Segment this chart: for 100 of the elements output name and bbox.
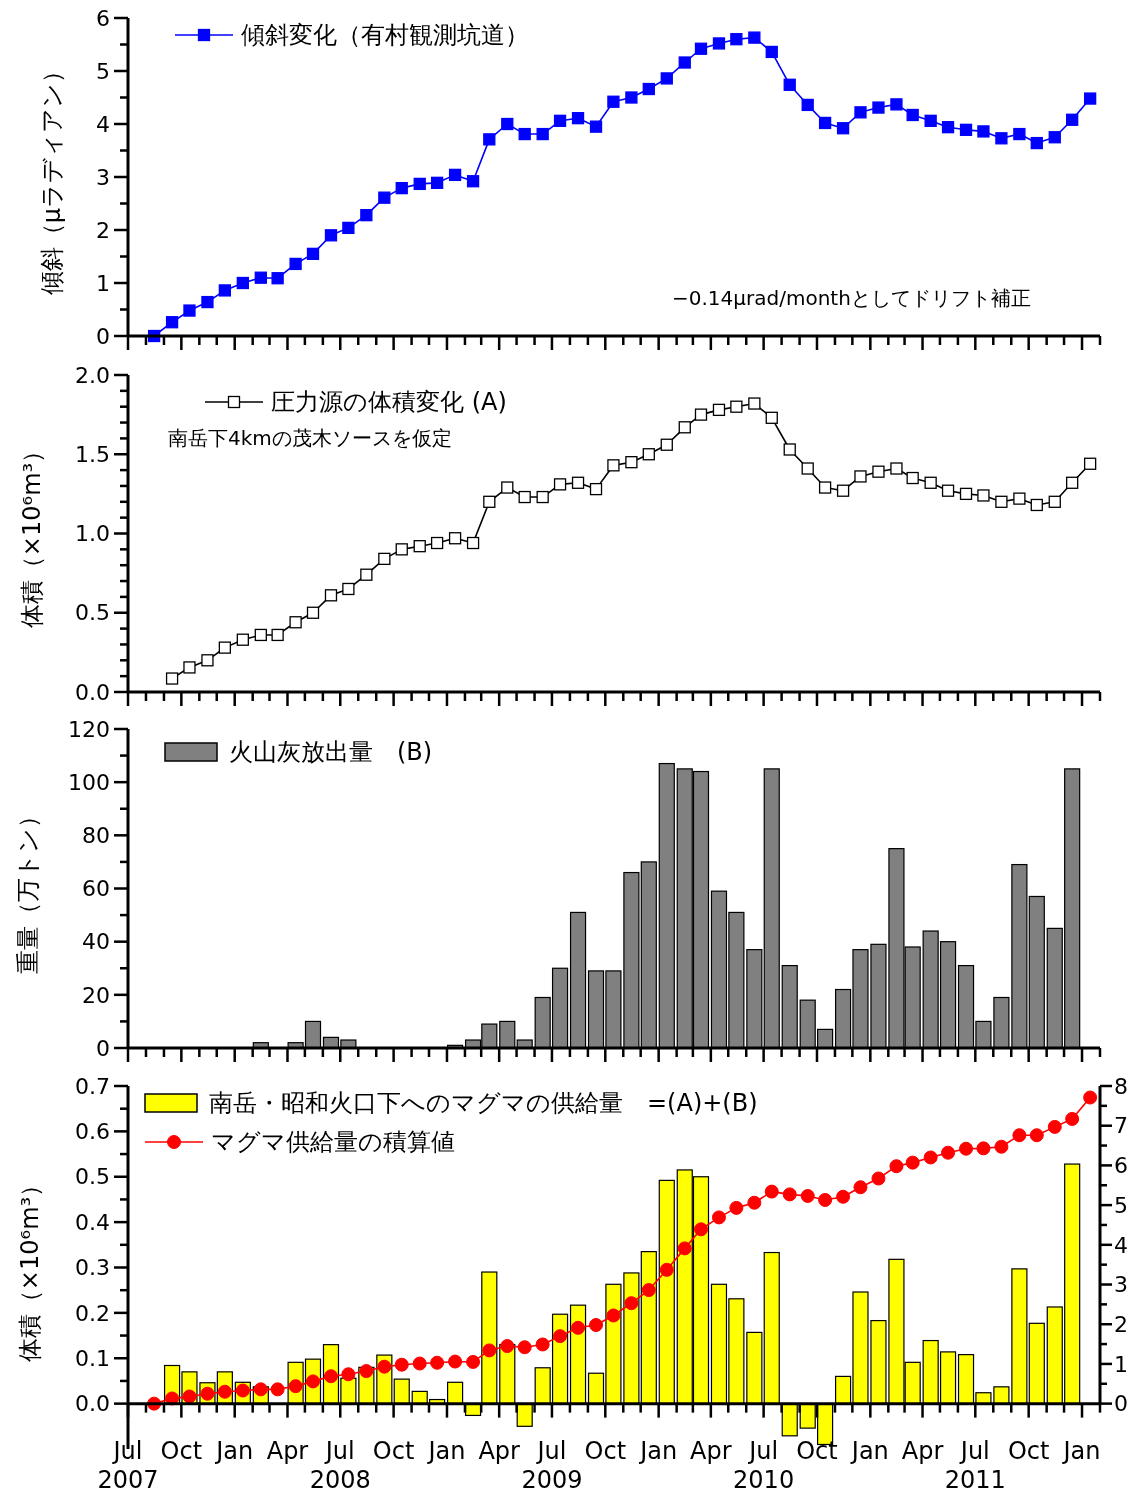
- point: [466, 1354, 481, 1369]
- point: [995, 495, 1008, 508]
- point: [748, 397, 761, 410]
- point: [1048, 495, 1061, 508]
- point: [182, 1389, 197, 1404]
- y-tick-label: 0.5: [75, 1164, 110, 1190]
- x-tick-label: Jan: [638, 1436, 678, 1465]
- point: [872, 101, 885, 114]
- point: [941, 1145, 956, 1160]
- x-tick-label: Oct: [372, 1436, 415, 1465]
- y-tick-label: 40: [82, 929, 110, 955]
- point: [482, 1343, 497, 1358]
- point: [360, 568, 373, 581]
- point: [324, 229, 338, 242]
- point: [501, 481, 514, 494]
- x-tick-label: Jul 2010: [733, 1436, 795, 1494]
- x-tick-label: Oct: [1007, 1436, 1050, 1465]
- y-axis-title: 傾斜（μラディアン）: [38, 58, 67, 296]
- point: [976, 1141, 991, 1156]
- point: [694, 42, 708, 55]
- point: [483, 495, 496, 508]
- point: [201, 654, 214, 667]
- y-tick-label: 0.5: [75, 600, 110, 626]
- point: [783, 78, 796, 91]
- x-tick-label: Jan: [426, 1436, 466, 1465]
- point: [1030, 136, 1043, 150]
- point: [271, 628, 284, 642]
- point: [378, 552, 391, 566]
- point: [924, 114, 937, 127]
- y-tick-label: 0.6: [75, 1119, 110, 1145]
- x-tick-label: Apr: [478, 1436, 521, 1465]
- point: [394, 1357, 409, 1372]
- x-tick-label: Oct: [160, 1436, 203, 1465]
- point: [324, 589, 338, 602]
- point: [906, 471, 919, 485]
- point: [606, 1308, 621, 1323]
- point: [218, 641, 231, 654]
- point: [501, 117, 514, 131]
- annotation: −0.14μrad/monthとしてドリフト補正: [672, 286, 1031, 310]
- point: [571, 1320, 586, 1335]
- point: [553, 1329, 568, 1344]
- y-axis-title: 体積（×10⁶m³）: [18, 438, 47, 629]
- x-tick-label: Jan: [849, 1436, 889, 1465]
- point: [413, 540, 426, 553]
- x-tick-label: Apr: [266, 1436, 309, 1465]
- point: [183, 304, 196, 317]
- point: [641, 1283, 656, 1298]
- x-tick-label: Oct: [796, 1436, 838, 1465]
- point: [853, 1180, 868, 1195]
- y-tick-label: 1.0: [75, 521, 110, 547]
- point: [712, 37, 726, 50]
- y-tick-label: 0.0: [75, 679, 110, 705]
- legend-label: 圧力源の体積変化 (A): [271, 388, 507, 417]
- point: [659, 1262, 674, 1277]
- point: [836, 484, 850, 497]
- point: [1066, 113, 1079, 126]
- point: [254, 628, 267, 642]
- point: [693, 1222, 708, 1237]
- x-tick-label: Jul 2011: [944, 1436, 1006, 1494]
- point: [289, 616, 302, 629]
- point: [959, 1141, 974, 1156]
- annotation: 南岳下4kmの茂木ソースを仮定: [168, 426, 452, 450]
- point: [253, 1382, 268, 1397]
- point: [1013, 127, 1026, 141]
- point: [764, 1184, 779, 1199]
- x-tick-label: Jul 2007: [97, 1436, 159, 1494]
- y-tick-label: 0.1: [75, 1345, 110, 1371]
- y-tick-label: 0: [96, 1035, 110, 1061]
- y-tick-label: 6: [96, 5, 110, 31]
- point: [430, 1355, 445, 1370]
- x-tick-label: Jan: [214, 1436, 254, 1465]
- point: [995, 132, 1008, 145]
- point: [466, 536, 480, 550]
- point: [518, 127, 531, 141]
- point: [517, 1340, 532, 1355]
- point: [254, 271, 267, 284]
- point: [1083, 92, 1097, 105]
- point: [1065, 1111, 1080, 1126]
- point: [729, 1200, 744, 1215]
- point: [906, 108, 919, 122]
- point: [871, 1171, 886, 1186]
- point: [413, 177, 426, 191]
- y2-tick-label: 2: [1114, 1311, 1128, 1337]
- point: [306, 247, 320, 260]
- y-tick-label: 0.7: [75, 1073, 110, 1099]
- point: [1030, 498, 1043, 512]
- point: [818, 1192, 833, 1207]
- point: [536, 127, 549, 141]
- point: [342, 221, 355, 235]
- point: [430, 176, 444, 189]
- point: [924, 476, 937, 489]
- point: [377, 1359, 392, 1374]
- point: [941, 121, 955, 134]
- point: [660, 438, 673, 451]
- point: [624, 1296, 639, 1311]
- y-tick-label: 1: [96, 270, 110, 296]
- point: [500, 1339, 515, 1354]
- y-tick-label: 4: [96, 111, 110, 137]
- point: [730, 400, 743, 413]
- point: [466, 175, 480, 188]
